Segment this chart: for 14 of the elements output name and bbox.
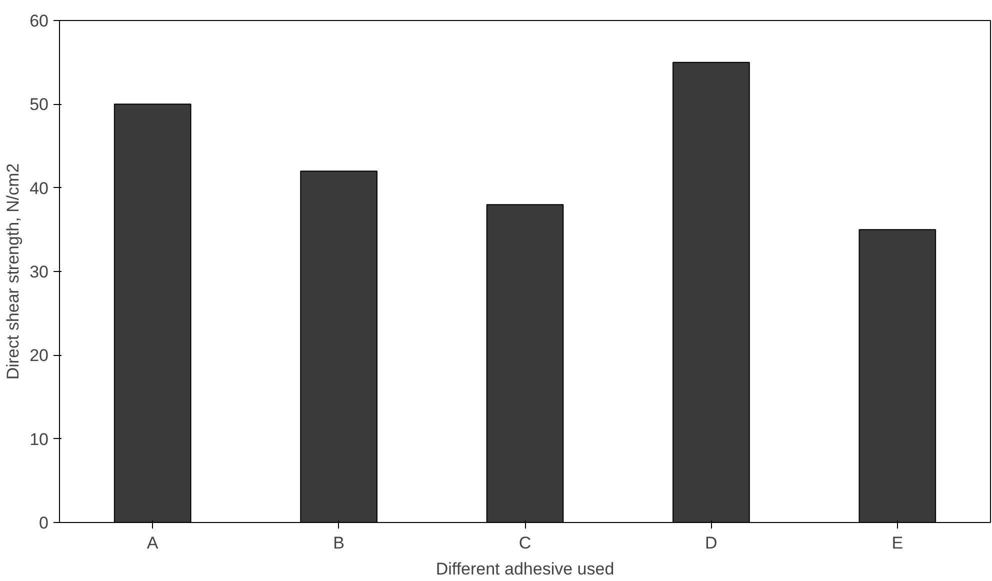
y-tick-label: 60 <box>30 12 49 30</box>
y-tick-label: 20 <box>30 346 49 366</box>
y-tick-label: 10 <box>30 430 49 449</box>
x-axis-title: Different adhesive used <box>436 560 614 578</box>
y-axis-title: Direct shear strength, N/cm2 <box>4 163 23 380</box>
y-tick-label: 30 <box>30 262 49 282</box>
y-tick-label: 0 <box>39 514 49 532</box>
x-tick-label: C <box>518 534 532 552</box>
x-tick-label: D <box>705 534 718 552</box>
x-tick-label: A <box>146 534 159 552</box>
x-tick-label: B <box>333 534 344 552</box>
x-tick-label: E <box>892 534 904 552</box>
y-tick-label: 50 <box>30 95 49 114</box>
y-tick-label: 40 <box>30 178 49 198</box>
